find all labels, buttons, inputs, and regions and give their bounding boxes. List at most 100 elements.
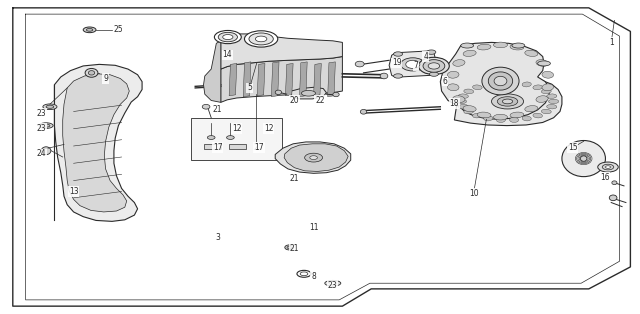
Text: 3: 3	[215, 233, 220, 241]
Ellipse shape	[598, 162, 618, 172]
Text: 23: 23	[36, 109, 47, 117]
Ellipse shape	[477, 112, 491, 118]
Ellipse shape	[39, 123, 53, 128]
Ellipse shape	[536, 60, 548, 66]
Ellipse shape	[494, 76, 507, 86]
Ellipse shape	[285, 245, 294, 250]
Polygon shape	[257, 63, 265, 96]
Text: 23: 23	[36, 124, 47, 133]
Ellipse shape	[301, 90, 316, 96]
Ellipse shape	[380, 73, 388, 79]
Ellipse shape	[522, 82, 531, 87]
Text: 5: 5	[247, 84, 252, 92]
Ellipse shape	[287, 246, 292, 249]
Ellipse shape	[464, 89, 474, 94]
Ellipse shape	[509, 117, 518, 122]
Ellipse shape	[536, 96, 548, 102]
Polygon shape	[275, 142, 351, 173]
Text: 13: 13	[68, 187, 79, 196]
Ellipse shape	[207, 136, 215, 139]
Ellipse shape	[609, 195, 617, 201]
Ellipse shape	[333, 92, 339, 97]
Ellipse shape	[447, 71, 459, 78]
Text: 17: 17	[212, 143, 223, 152]
Text: 18: 18	[450, 99, 459, 108]
Ellipse shape	[502, 99, 513, 104]
Polygon shape	[291, 87, 326, 99]
Ellipse shape	[525, 50, 538, 57]
Ellipse shape	[202, 104, 210, 109]
Text: 15: 15	[568, 143, 578, 152]
Ellipse shape	[355, 61, 364, 67]
Ellipse shape	[477, 44, 491, 50]
Ellipse shape	[492, 94, 524, 109]
Ellipse shape	[522, 116, 531, 121]
Polygon shape	[221, 34, 342, 69]
Ellipse shape	[541, 109, 551, 114]
Ellipse shape	[461, 43, 474, 48]
Polygon shape	[204, 144, 221, 149]
Ellipse shape	[547, 94, 557, 98]
Ellipse shape	[605, 166, 611, 168]
Polygon shape	[314, 63, 321, 96]
Ellipse shape	[542, 71, 554, 78]
Text: 8: 8	[311, 272, 316, 281]
Ellipse shape	[602, 164, 614, 170]
Ellipse shape	[325, 280, 341, 286]
Ellipse shape	[249, 33, 273, 45]
Ellipse shape	[310, 156, 317, 160]
Text: 7: 7	[413, 62, 419, 70]
Text: 9: 9	[103, 74, 108, 83]
Ellipse shape	[484, 116, 493, 121]
Polygon shape	[229, 144, 246, 149]
Ellipse shape	[447, 84, 459, 91]
Ellipse shape	[453, 96, 465, 102]
Ellipse shape	[497, 80, 506, 85]
Ellipse shape	[463, 50, 476, 57]
Text: 21: 21	[213, 106, 222, 114]
Ellipse shape	[493, 114, 508, 120]
Ellipse shape	[255, 36, 267, 42]
Ellipse shape	[547, 105, 557, 109]
Ellipse shape	[464, 109, 474, 114]
Ellipse shape	[227, 136, 234, 139]
Text: 6: 6	[442, 77, 447, 85]
Ellipse shape	[533, 113, 543, 118]
Text: 21: 21	[290, 244, 299, 252]
Ellipse shape	[305, 153, 323, 162]
Ellipse shape	[510, 44, 524, 50]
Circle shape	[394, 52, 403, 56]
Circle shape	[429, 72, 438, 76]
Text: 22: 22	[316, 96, 324, 105]
Ellipse shape	[488, 72, 513, 90]
Ellipse shape	[453, 60, 465, 66]
Text: 4: 4	[423, 52, 428, 61]
Polygon shape	[243, 62, 251, 97]
Polygon shape	[63, 74, 129, 212]
Ellipse shape	[538, 61, 550, 66]
Polygon shape	[285, 63, 293, 96]
Polygon shape	[221, 57, 342, 102]
Ellipse shape	[497, 97, 518, 106]
Text: 21: 21	[290, 175, 299, 183]
Text: 12: 12	[232, 124, 241, 133]
Ellipse shape	[218, 32, 237, 42]
Ellipse shape	[510, 112, 524, 118]
Ellipse shape	[580, 156, 587, 161]
Ellipse shape	[472, 85, 482, 90]
Polygon shape	[284, 144, 348, 171]
Ellipse shape	[562, 140, 605, 176]
Ellipse shape	[43, 104, 57, 110]
Ellipse shape	[541, 89, 551, 94]
Ellipse shape	[329, 282, 337, 284]
Ellipse shape	[458, 105, 468, 109]
Text: 10: 10	[468, 189, 479, 198]
Ellipse shape	[612, 181, 617, 185]
Text: 23: 23	[328, 281, 338, 290]
Ellipse shape	[85, 68, 98, 77]
Ellipse shape	[512, 43, 525, 48]
Text: 2: 2	[253, 143, 259, 152]
Polygon shape	[454, 77, 562, 126]
Ellipse shape	[244, 31, 278, 47]
Ellipse shape	[525, 106, 538, 112]
